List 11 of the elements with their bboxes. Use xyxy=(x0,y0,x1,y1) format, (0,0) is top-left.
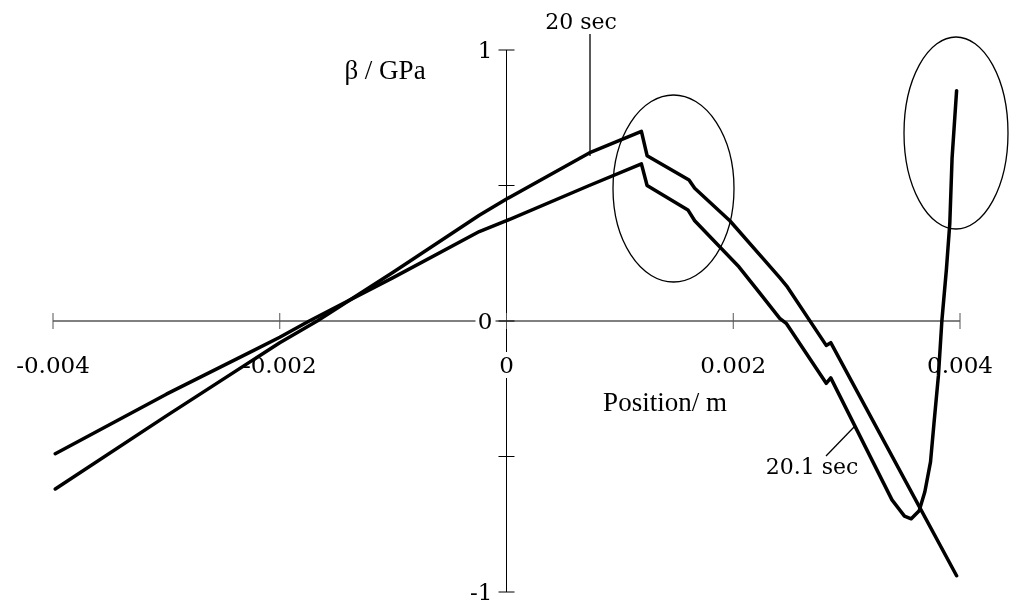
x-axis-title: Position/ m xyxy=(603,387,727,417)
y-tick-label: 1 xyxy=(477,37,493,63)
x-tick-label: -0.002 xyxy=(242,352,317,378)
x-tick-label: -0.004 xyxy=(16,352,90,378)
y-axis-title: β / GPa xyxy=(344,55,426,85)
x-tick-label: 0 xyxy=(499,352,514,378)
y-tick-label: -1 xyxy=(470,579,493,605)
y-tick-label: 0 xyxy=(477,308,493,334)
x-tick-label: 0.002 xyxy=(700,352,767,378)
text: 20 sec xyxy=(545,8,617,34)
legend-label: 20.1 sec xyxy=(765,453,859,479)
